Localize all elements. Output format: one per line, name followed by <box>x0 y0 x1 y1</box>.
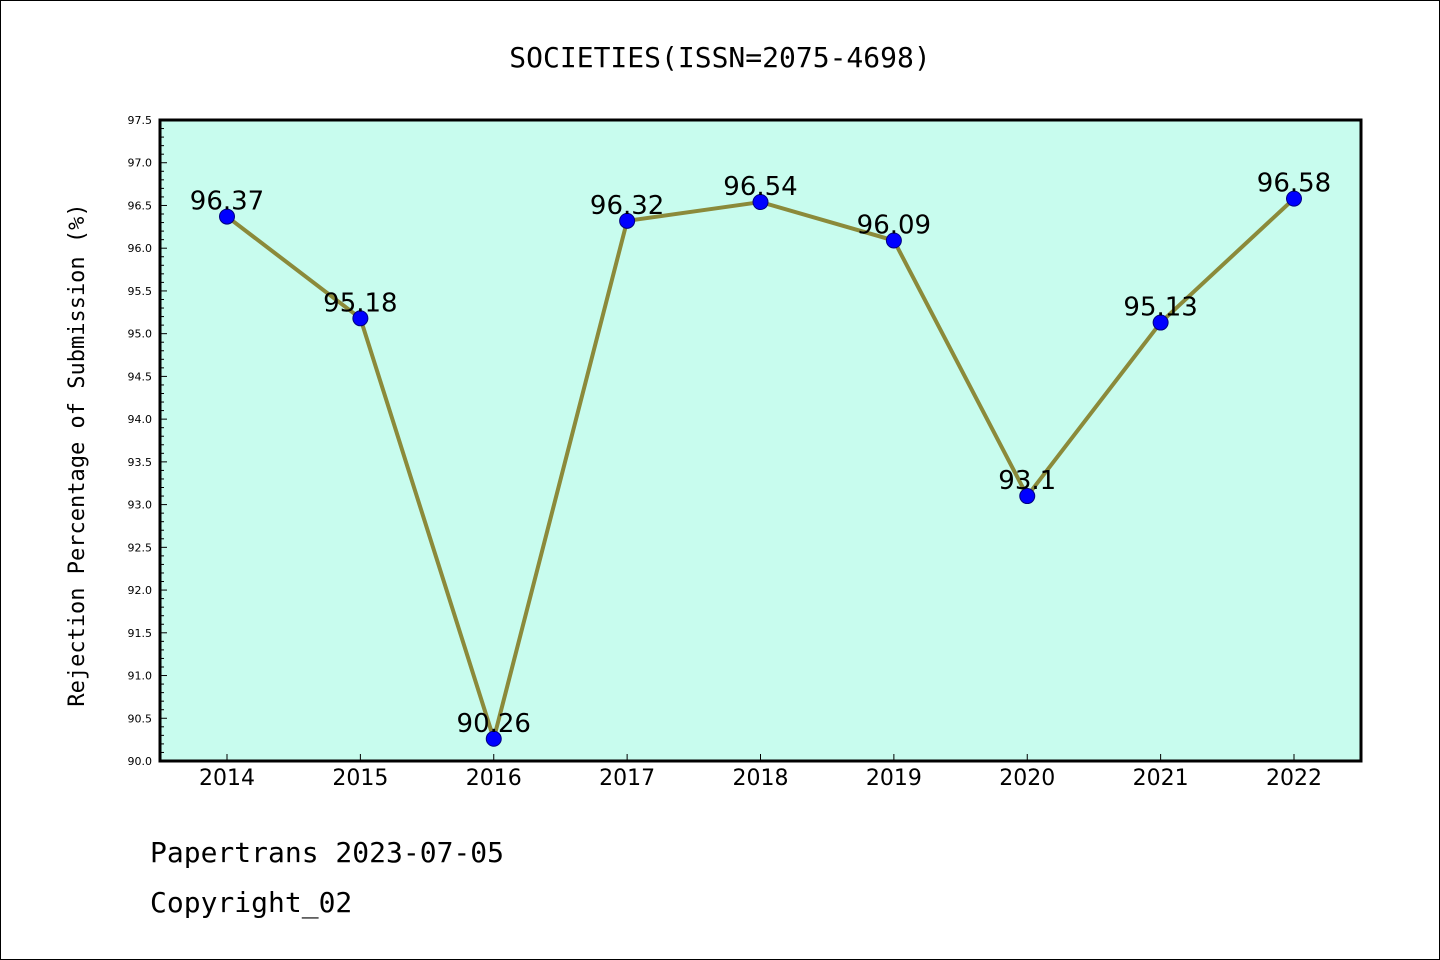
axis-ticks: 90.0 90.5 91.0 91.5 92.0 92.5 93.0 93.5 94.0 94.5… <box>128 114 1323 791</box>
y-tick-label: 90.0 <box>128 755 153 768</box>
x-tick-label: 2014 <box>199 766 255 791</box>
y-tick-label: 91.0 <box>128 670 153 683</box>
y-tick-label: 90.5 <box>128 712 153 725</box>
data-point <box>1019 488 1036 505</box>
data-point <box>1286 190 1302 207</box>
plot-area <box>160 120 1361 761</box>
x-tick-label: 2019 <box>866 766 922 791</box>
x-tick-label: 2016 <box>466 766 522 791</box>
x-tick-label: 2018 <box>733 766 789 791</box>
data-label: 95.13 <box>1123 293 1197 323</box>
y-tick-label: 97.0 <box>128 157 153 170</box>
data-label: 93.1 <box>998 466 1056 496</box>
plot-border <box>158 118 1363 763</box>
y-tick-label: 93.5 <box>128 456 153 469</box>
y-tick-label: 93.0 <box>128 499 153 512</box>
data-point <box>485 730 502 747</box>
data-label: 96.58 <box>1257 169 1331 199</box>
x-tick-label: 2020 <box>999 766 1055 791</box>
data-point <box>752 194 769 211</box>
data-label: 95.18 <box>323 288 397 318</box>
y-axis-label: Rejection Percentage of Submission (%) <box>65 203 90 706</box>
data-point <box>219 208 235 225</box>
y-tick-label: 91.5 <box>128 627 153 640</box>
y-tick-label: 94.0 <box>128 413 153 426</box>
data-label: 96.32 <box>590 191 664 221</box>
data-label: 96.54 <box>723 172 797 202</box>
x-tick-label: 2021 <box>1133 766 1189 791</box>
footer-date: Papertrans 2023-07-05 <box>150 836 505 869</box>
y-tick-label: 94.5 <box>128 370 153 383</box>
data-series: 96.37 95.18 90.26 96.32 96.54 96.09 93.1 95.13 9… <box>190 169 1331 747</box>
data-label: 96.09 <box>857 211 931 241</box>
y-tick-label: 95.5 <box>128 285 153 298</box>
data-label: 96.37 <box>190 187 264 217</box>
data-point <box>352 310 369 327</box>
footer-copyright: Copyright_02 <box>150 886 353 919</box>
y-tick-label: 95.0 <box>128 328 153 341</box>
data-point <box>1152 314 1169 331</box>
data-point <box>885 232 902 249</box>
y-tick-label: 96.5 <box>128 199 153 212</box>
x-tick-label: 2017 <box>599 766 655 791</box>
y-tick-label: 92.5 <box>128 541 153 554</box>
chart-title: SOCIETIES(ISSN=2075-4698) <box>509 41 930 74</box>
y-tick-label: 96.0 <box>128 242 153 255</box>
y-tick-label: 92.0 <box>128 584 153 597</box>
x-tick-label: 2022 <box>1266 766 1322 791</box>
y-tick-label: 97.5 <box>128 114 153 127</box>
data-point <box>619 212 636 229</box>
x-tick-label: 2015 <box>332 766 388 791</box>
data-label: 90.26 <box>457 709 531 739</box>
